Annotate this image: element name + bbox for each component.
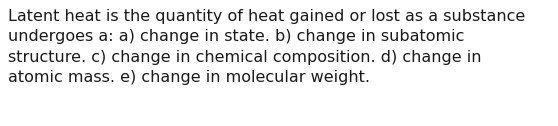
Text: Latent heat is the quantity of heat gained or lost as a substance
undergoes a: a: Latent heat is the quantity of heat gain… bbox=[8, 9, 526, 85]
